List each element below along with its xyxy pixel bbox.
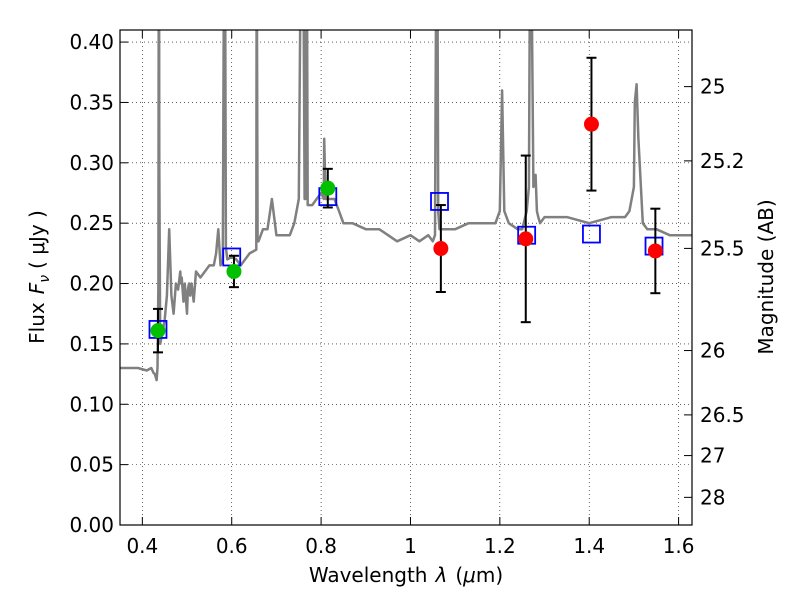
- x-tick-label: 1.4: [573, 534, 605, 558]
- x-tick-label: 0.6: [216, 534, 248, 558]
- x-axis-label: Wavelength λ (μm): [309, 563, 503, 587]
- y-tick-label: 0.10: [69, 392, 114, 416]
- y2-tick-label: 25.2: [700, 149, 745, 173]
- axes: 0.4 0.6 0.8 1 1.2 1.4 1.6 0.00 0.05 0.10 0.15 0.20 0…: [69, 30, 745, 558]
- observed-flux-point: [226, 263, 242, 279]
- y2-tick-label: 25.5: [700, 236, 745, 260]
- y-tick-label: 0.05: [69, 453, 114, 477]
- y2-tick-label: 27: [700, 444, 725, 468]
- observed-flux-point: [433, 241, 449, 257]
- y2-tick-label: 26: [700, 339, 725, 363]
- y2-tick-label: 26.5: [700, 403, 745, 427]
- model-flux-square: [430, 192, 449, 211]
- observed-flux-point: [518, 231, 534, 247]
- y-tick-label: 0.25: [69, 211, 114, 235]
- x-tick-label: 1.6: [663, 534, 695, 558]
- y-tick-label: 0.15: [69, 332, 114, 356]
- y2-tick-label: 25: [700, 75, 725, 99]
- y2-tick-label: 28: [700, 485, 725, 509]
- x-tick-label: 1.2: [484, 534, 516, 558]
- observed-flux-point: [583, 116, 599, 132]
- y-tick-label: 0.30: [69, 151, 114, 175]
- x-tick-label: 0.8: [305, 534, 337, 558]
- spectrum-line: [120, 30, 692, 382]
- observed-flux-point: [150, 323, 166, 339]
- y-tick-label: 0.00: [69, 513, 114, 537]
- y2-axis-label: Magnitude (AB): [754, 199, 778, 354]
- plot-data: [120, 30, 692, 382]
- y-axis-label: FluxFν( μJy ): [25, 210, 53, 344]
- observed-flux-point: [647, 243, 663, 259]
- plot-frame: [119, 29, 693, 526]
- y-tick-label: 0.40: [69, 30, 114, 54]
- model-flux-square: [582, 224, 601, 244]
- y-tick-label: 0.35: [69, 90, 114, 114]
- x-tick-label: 0.4: [126, 534, 158, 558]
- observed-flux-point: [320, 180, 336, 196]
- y-tick-label: 0.20: [69, 272, 114, 296]
- x-tick-label: 1: [404, 534, 417, 558]
